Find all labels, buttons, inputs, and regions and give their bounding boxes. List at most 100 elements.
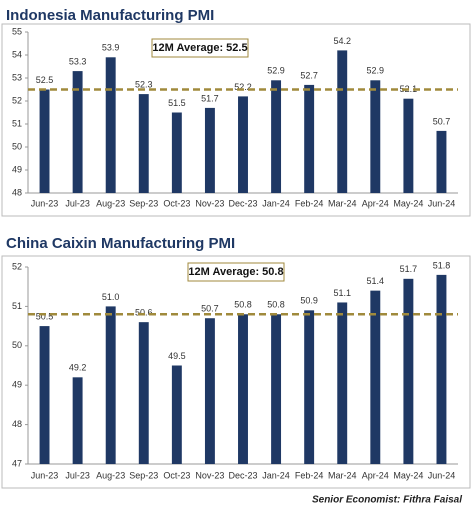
x-tick-label: Nov-23: [195, 470, 224, 480]
y-tick-label: 48: [12, 187, 22, 197]
value-label: 52.9: [367, 66, 385, 76]
bar: [370, 290, 381, 464]
bar: [271, 314, 282, 464]
x-tick-label: May-24: [393, 470, 423, 480]
value-label: 53.3: [69, 56, 87, 66]
value-label: 49.2: [69, 363, 87, 373]
y-tick-label: 50: [12, 141, 22, 151]
value-label: 50.8: [234, 300, 252, 310]
value-label: 50.6: [135, 308, 153, 318]
value-label: 50.7: [433, 116, 451, 126]
x-tick-label: Jun-24: [428, 198, 456, 208]
x-tick-label: Jun-23: [31, 470, 59, 480]
value-label: 51.5: [168, 98, 186, 108]
value-label: 52.9: [267, 66, 285, 76]
x-tick-label: Apr-24: [362, 470, 389, 480]
value-label: 50.9: [300, 296, 318, 306]
x-tick-label: Sep-23: [129, 198, 158, 208]
value-label: 51.7: [201, 93, 219, 103]
value-label: 51.8: [433, 260, 451, 270]
value-label: 54.2: [333, 36, 351, 46]
x-tick-label: Apr-24: [362, 198, 389, 208]
bar: [304, 310, 315, 464]
bar: [436, 274, 447, 464]
y-tick-label: 49: [12, 380, 22, 390]
bar: [403, 278, 414, 464]
x-tick-label: Aug-23: [96, 198, 125, 208]
bar: [304, 84, 315, 193]
value-label: 52.5: [36, 75, 54, 85]
chart-frame: [1, 23, 471, 217]
y-tick-label: 51: [12, 118, 22, 128]
value-label: 52.2: [234, 82, 252, 92]
x-tick-label: Oct-23: [163, 198, 190, 208]
x-tick-label: May-24: [393, 198, 423, 208]
x-tick-label: Feb-24: [295, 470, 324, 480]
x-tick-label: Aug-23: [96, 470, 125, 480]
chart-title: Indonesia Manufacturing PMI: [6, 7, 214, 24]
y-tick-label: 55: [12, 26, 22, 36]
y-tick-label: 53: [12, 72, 22, 82]
annotation-box: [151, 38, 249, 58]
bar: [138, 322, 149, 464]
value-label: 50.5: [36, 311, 54, 321]
annotation-box: [187, 262, 285, 282]
bar: [337, 302, 348, 464]
bar: [72, 71, 83, 193]
value-label: 53.9: [102, 43, 120, 53]
bar: [271, 80, 282, 193]
x-tick-label: Feb-24: [295, 198, 324, 208]
value-label: 51.7: [400, 264, 418, 274]
bar: [72, 377, 83, 464]
value-label: 49.5: [168, 351, 186, 361]
x-tick-label: Jun-24: [428, 470, 456, 480]
y-tick-label: 52: [12, 95, 22, 105]
x-tick-label: Mar-24: [328, 470, 357, 480]
x-tick-label: Jul-23: [65, 198, 90, 208]
bar: [39, 89, 50, 193]
x-tick-label: Sep-23: [129, 470, 158, 480]
x-tick-label: Oct-23: [163, 470, 190, 480]
bar: [238, 314, 248, 464]
x-tick-label: Jan-24: [262, 198, 290, 208]
bar: [105, 57, 116, 193]
bar: [138, 94, 149, 193]
chart-title: China Caixin Manufacturing PMI: [6, 235, 235, 252]
x-tick-label: Jun-23: [31, 198, 59, 208]
y-tick-label: 49: [12, 164, 22, 174]
x-tick-label: Dec-23: [228, 198, 257, 208]
annotation: 12M Average: 50.8: [188, 266, 283, 278]
chart-frame: [1, 255, 471, 489]
value-label: 52.3: [135, 79, 153, 89]
x-tick-label: Jul-23: [65, 470, 90, 480]
value-label: 51.1: [333, 288, 351, 298]
footer: Senior Economist: Fithra Faisal: [312, 495, 462, 506]
x-tick-label: Nov-23: [195, 198, 224, 208]
bar: [204, 318, 215, 464]
bar: [337, 50, 348, 194]
value-label: 52.7: [300, 70, 318, 80]
bar: [238, 96, 248, 193]
y-tick-label: 47: [12, 458, 22, 468]
x-tick-label: Dec-23: [228, 470, 257, 480]
value-label: 51.0: [102, 292, 120, 302]
y-tick-label: 52: [12, 261, 22, 271]
bar: [436, 130, 447, 193]
value-label: 50.8: [267, 300, 285, 310]
bar: [105, 306, 116, 464]
value-label: 50.7: [201, 304, 219, 314]
bar: [370, 80, 381, 193]
x-tick-label: Mar-24: [328, 198, 357, 208]
y-tick-label: 54: [12, 49, 22, 59]
y-tick-label: 50: [12, 340, 22, 350]
x-tick-label: Jan-24: [262, 470, 290, 480]
bar: [204, 107, 215, 193]
bar: [171, 112, 182, 193]
y-tick-label: 51: [12, 301, 22, 311]
annotation: 12M Average: 52.5: [152, 42, 247, 54]
y-tick-label: 48: [12, 419, 22, 429]
bar: [39, 326, 50, 464]
value-label: 51.4: [367, 276, 385, 286]
bar: [171, 365, 182, 464]
